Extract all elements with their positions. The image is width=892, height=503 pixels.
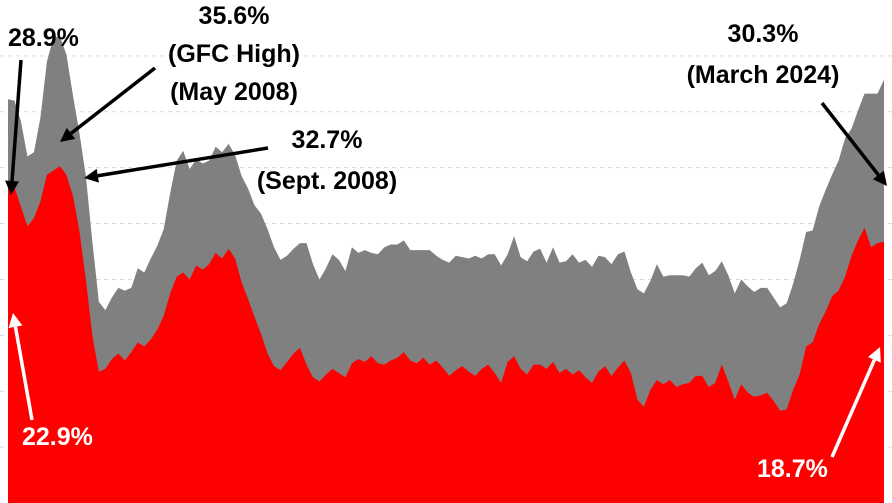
annotation-start-red: 22.9%: [22, 423, 93, 451]
annotation-sept-value: 32.7%: [292, 126, 363, 154]
annotation-gfc-date: (May 2008): [170, 78, 298, 106]
annotation-gfc-value: 35.6%: [199, 2, 270, 30]
annotation-start-total: 28.9%: [8, 24, 79, 52]
arrow-end-red: [830, 347, 881, 458]
arrow-start-total: [5, 59, 23, 195]
annotation-gfc-label: (GFC High): [168, 40, 300, 68]
annotation-end-red: 18.7%: [757, 455, 828, 483]
annotation-arrows: [5, 59, 887, 458]
red-area-series: [8, 166, 884, 503]
arrow-start-red: [8, 313, 34, 421]
annotation-sept-date: (Sept. 2008): [257, 167, 397, 195]
arrow-gfc-high: [60, 66, 157, 142]
annotation-end-total-date: (March 2024): [687, 61, 840, 89]
arrow-end-total: [820, 101, 887, 186]
arrow-sept-2008: [84, 146, 269, 183]
annotation-end-total-value: 30.3%: [728, 20, 799, 48]
